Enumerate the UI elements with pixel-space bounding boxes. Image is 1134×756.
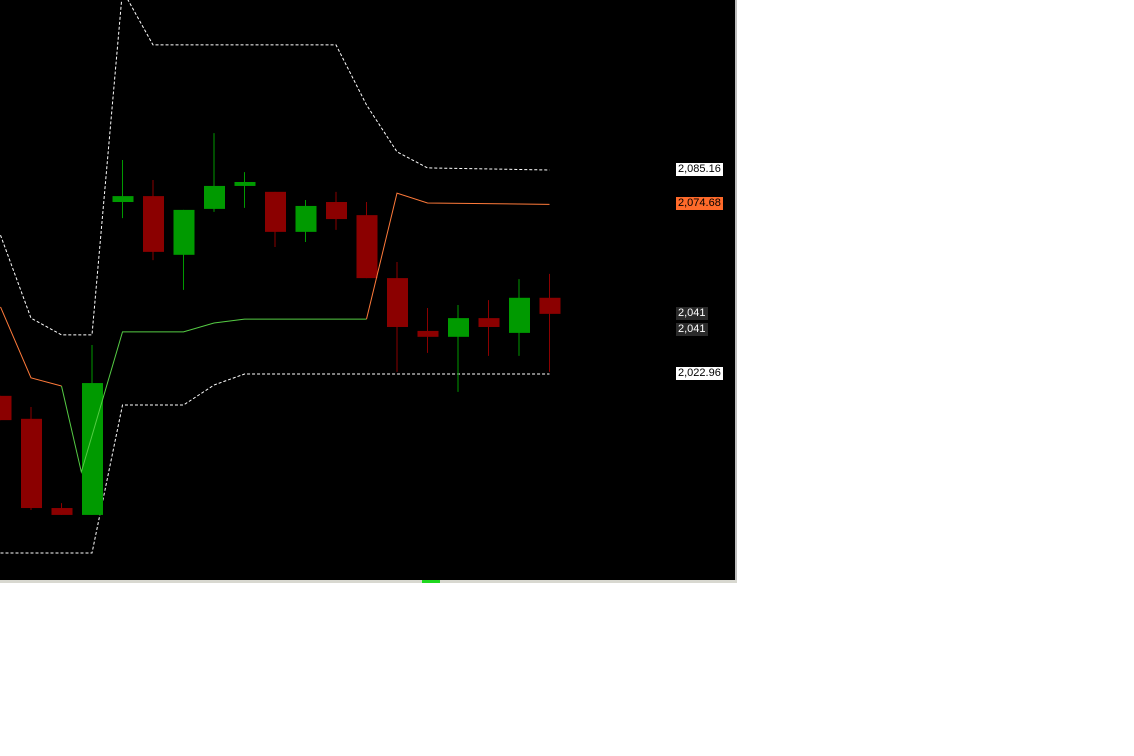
- candle-down: [143, 196, 164, 252]
- candle-down: [51, 508, 73, 515]
- candle-up: [509, 297, 530, 333]
- candle-down: [326, 202, 347, 220]
- price-label: 2,022.96: [676, 367, 723, 381]
- candle-up: [234, 182, 256, 186]
- candle-down: [417, 330, 439, 337]
- candle-up: [82, 383, 103, 515]
- candle-down: [265, 191, 286, 232]
- chart-plot: [0, 0, 561, 554]
- candle-up: [295, 205, 317, 232]
- scroll-indicator[interactable]: [422, 580, 440, 583]
- price-label: 2,041: [676, 322, 708, 336]
- mid-line-down: [0, 306, 62, 387]
- price-label: 2,085.16: [676, 163, 723, 176]
- price-label: 2,074.68: [676, 197, 723, 211]
- time-axis-strip: [0, 580, 737, 583]
- candle-down: [539, 297, 561, 314]
- candle-up: [173, 209, 195, 255]
- price-label: 2,041: [676, 306, 708, 320]
- candle-down: [478, 318, 500, 327]
- candle-up: [448, 318, 469, 337]
- candle-up: [112, 196, 134, 203]
- candle-down: [356, 215, 378, 279]
- lower-band-line: [0, 373, 550, 554]
- candlestick-chart[interactable]: [0, 0, 737, 580]
- mid-line-down: [366, 192, 550, 320]
- upper-band-line: [0, 0, 550, 336]
- mid-line-up: [61, 318, 367, 474]
- candle-up: [204, 185, 225, 209]
- candle-down: [0, 395, 12, 421]
- candle-down: [21, 418, 42, 509]
- candle-down: [387, 278, 408, 327]
